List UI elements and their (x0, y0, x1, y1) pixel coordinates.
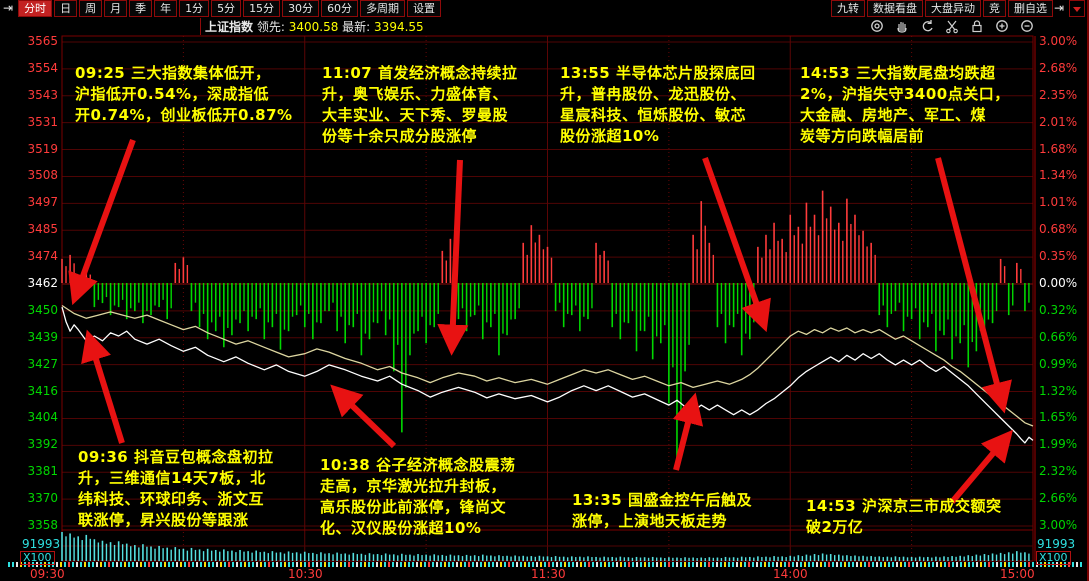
price-tick-3381: 3381 (27, 464, 58, 479)
tab-30分[interactable]: 30分 (282, 0, 320, 17)
lock-icon[interactable] (969, 18, 985, 34)
tab-多周期[interactable]: 多周期 (360, 0, 406, 17)
price-tick-3358: 3358 (27, 518, 58, 532)
eye-icon[interactable] (869, 18, 885, 34)
annotation-guosheng: 13:35 国盛金控午后触及 涨停，上演地天板走势 (572, 491, 752, 530)
tab-周[interactable]: 周 (79, 0, 103, 17)
tab-九转[interactable]: 九转 (831, 0, 865, 17)
volume-unit-right[interactable]: X100 (1036, 551, 1071, 565)
pct-tick-0.32%: 0.32% (1039, 302, 1078, 317)
price-tick-3450: 3450 (27, 302, 58, 317)
price-tick-3508: 3508 (27, 168, 58, 183)
time-label-1500: 15:00 (1000, 567, 1035, 581)
price-tick-3519: 3519 (27, 141, 58, 156)
tab-设置[interactable]: 设置 (407, 0, 442, 17)
annotation-turnover: 14:53 沪深京三市成交额突 破2万亿 (806, 497, 1002, 536)
collapse-left-icon[interactable]: ⇥ (3, 1, 14, 15)
zoom-out-icon[interactable] (1019, 18, 1035, 34)
pct-tick-1.65%: 1.65% (1039, 410, 1078, 425)
annotation-semiconductor: 13:55 半导体芯片股探底回 升，普冉股份、龙迅股份、 星宸科技、恒烁股份、敏… (560, 64, 756, 145)
index-name: 上证指数 (205, 20, 254, 34)
price-tick-3404: 3404 (27, 410, 58, 425)
period-toolbar: ⇥ 分时日周月季年 1分 5分 15分 30分 60分 多周期 设置 九转 数据看盘 大盘异动竞删… (0, 0, 1087, 17)
price-tick-3531: 3531 (27, 114, 58, 129)
pct-tick-0.00%: 0.00% (1039, 276, 1078, 290)
lead-value: 3400.58 (288, 20, 339, 34)
price-tick-3370: 3370 (27, 491, 58, 506)
tab-月[interactable]: 月 (104, 0, 128, 17)
price-tick-3485: 3485 (27, 222, 58, 237)
last-value: 3394.55 (374, 20, 424, 34)
period-tabs: 分时日周月季年 1分 5分 15分 30分 60分 多周期 设置 (16, 0, 442, 17)
volume-unit-left[interactable]: X100 (20, 551, 55, 565)
price-tick-3497: 3497 (27, 195, 58, 210)
price-tick-3474: 3474 (27, 249, 58, 264)
price-tick-3416: 3416 (27, 383, 58, 398)
pct-tick-1.68%: 1.68% (1039, 141, 1078, 156)
pct-tick-2.01%: 2.01% (1039, 114, 1078, 129)
pct-tick-1.01%: 1.01% (1039, 195, 1078, 210)
pct-tick-3.00%: 3.00% (1039, 518, 1078, 532)
pct-tick-0.99%: 0.99% (1039, 356, 1078, 371)
feature-tabs: 九转 数据看盘 大盘异动竞删自选 (829, 0, 1053, 17)
price-tick-3543: 3543 (27, 87, 58, 102)
price-tick-3565: 3565 (27, 34, 58, 48)
time-label-1130: 11:30 (531, 567, 566, 581)
lead-label: 领先: (256, 20, 285, 34)
index-info-bar: 上证指数 领先: 3400.58 最新: 3394.55 (0, 17, 1087, 35)
price-tick-3427: 3427 (27, 356, 58, 371)
annotation-close-drop: 14:53 三大指数尾盘均跌超 2%，沪指失守3400点关口， 大金融、房地产、… (800, 64, 1010, 145)
pct-tick-1.99%: 1.99% (1039, 437, 1078, 452)
tab-数据看盘[interactable]: 数据看盘 (867, 0, 923, 17)
pct-tick-0.68%: 0.68% (1039, 222, 1078, 237)
tab-1分[interactable]: 1分 (179, 0, 210, 17)
annotation-guzi-economy: 10:38 谷子经济概念股震荡 走高，京华激光拉升封板， 高乐股份此前涨停，锋尚… (320, 456, 516, 537)
price-tick-3439: 3439 (27, 329, 58, 344)
annotation-open-gap: 09:25 三大指数集体低开， 沪指低开0.54%，深成指低 开0.74%，创业… (75, 64, 293, 124)
volume-max-left: 91993 (22, 537, 61, 551)
tab-竞[interactable]: 竞 (983, 0, 1006, 17)
tab-分时[interactable]: 分时 (18, 0, 53, 17)
annotation-douyin-doubao: 09:36 抖音豆包概念盘初拉 升，三维通信14天7板，北 纬科技、环球印务、浙… (78, 448, 274, 529)
pct-tick-2.32%: 2.32% (1039, 464, 1078, 479)
tab-日[interactable]: 日 (54, 0, 78, 17)
pct-tick-1.32%: 1.32% (1039, 383, 1078, 398)
tab-年[interactable]: 年 (154, 0, 178, 17)
tab-15分[interactable]: 15分 (243, 0, 281, 17)
tab-删自选[interactable]: 删自选 (1008, 0, 1053, 17)
hand-icon[interactable] (894, 18, 910, 34)
annotation-ipo-economy: 11:07 首发经济概念持续拉 升，奥飞娱乐、力盛体育、 大丰实业、天下秀、罗曼… (322, 64, 518, 145)
last-label: 最新: (342, 20, 371, 34)
price-tick-3462: 3462 (27, 276, 58, 290)
scissors-icon[interactable] (944, 18, 960, 34)
dropdown-button[interactable] (1069, 0, 1085, 17)
chevron-down-icon (1073, 7, 1081, 12)
pct-tick-2.66%: 2.66% (1039, 491, 1078, 506)
pct-tick-0.66%: 0.66% (1039, 329, 1078, 344)
pct-tick-1.34%: 1.34% (1039, 168, 1078, 183)
drawing-toolbar (869, 18, 1035, 34)
zoom-in-icon[interactable] (994, 18, 1010, 34)
pct-tick-2.35%: 2.35% (1039, 87, 1078, 102)
time-label-0930: 09:30 (30, 567, 65, 581)
undo-icon[interactable] (919, 18, 935, 34)
pct-tick-0.35%: 0.35% (1039, 249, 1078, 264)
pct-tick-3.00%: 3.00% (1039, 34, 1078, 48)
time-label-1400: 14:00 (773, 567, 808, 581)
tab-60分[interactable]: 60分 (321, 0, 359, 17)
price-tick-3392: 3392 (27, 437, 58, 452)
volume-max-right: 91993 (1037, 537, 1076, 551)
pct-tick-2.68%: 2.68% (1039, 60, 1078, 75)
price-tick-3554: 3554 (27, 60, 58, 75)
tab-大盘异动[interactable]: 大盘异动 (925, 0, 981, 17)
time-label-1030: 10:30 (288, 567, 323, 581)
collapse-right-icon[interactable]: ⇥ (1053, 1, 1064, 15)
tab-季[interactable]: 季 (129, 0, 153, 17)
tab-5分[interactable]: 5分 (211, 0, 242, 17)
